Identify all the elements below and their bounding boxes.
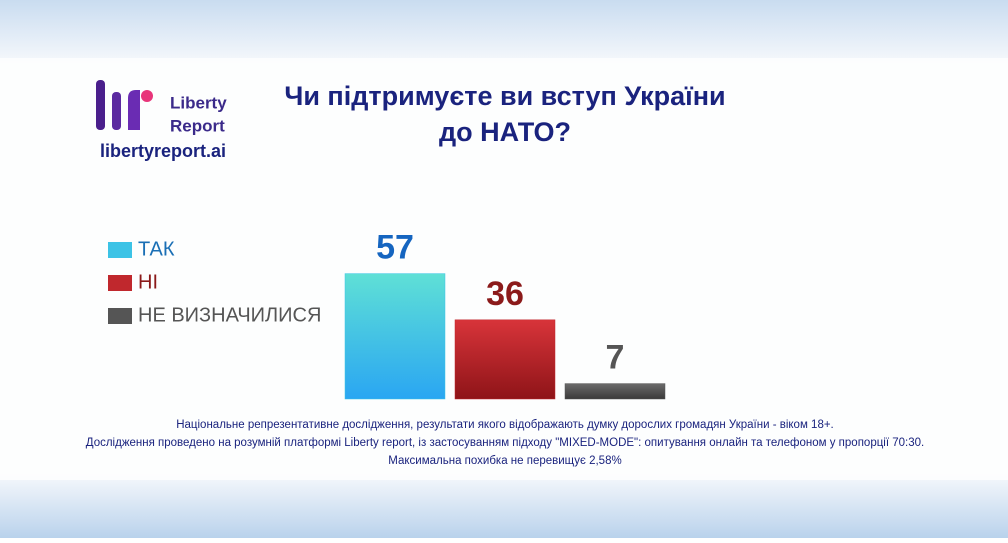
- chart-title: Чи підтримуєте ви вступ України: [284, 81, 725, 111]
- note: Максимальна похибка не перевищує 2,58%: [388, 455, 621, 467]
- value-label: 57: [376, 229, 414, 267]
- legend-label: ТАК: [138, 238, 175, 260]
- brand-site: libertyreport.ai: [100, 141, 226, 161]
- bar: [564, 383, 666, 400]
- bar: [344, 273, 446, 400]
- brand-name: Liberty: [170, 93, 227, 112]
- value-label: 7: [606, 339, 625, 377]
- chart-title: до НАТО?: [439, 117, 571, 147]
- legend-swatch: [108, 275, 132, 291]
- legend-swatch: [108, 242, 132, 258]
- note: Дослідження проведено на розумній платфо…: [86, 437, 924, 449]
- value-label: 36: [486, 275, 524, 313]
- brand-name: Report: [170, 116, 225, 135]
- legend-label: НЕ ВИЗНАЧИЛИСЯ: [138, 304, 321, 326]
- bar: [454, 319, 556, 400]
- legend-label: НІ: [138, 271, 158, 293]
- panel: [0, 58, 1008, 480]
- logo: [96, 80, 153, 130]
- note: Національне репрезентативне дослідження,…: [176, 419, 834, 431]
- legend-swatch: [108, 308, 132, 324]
